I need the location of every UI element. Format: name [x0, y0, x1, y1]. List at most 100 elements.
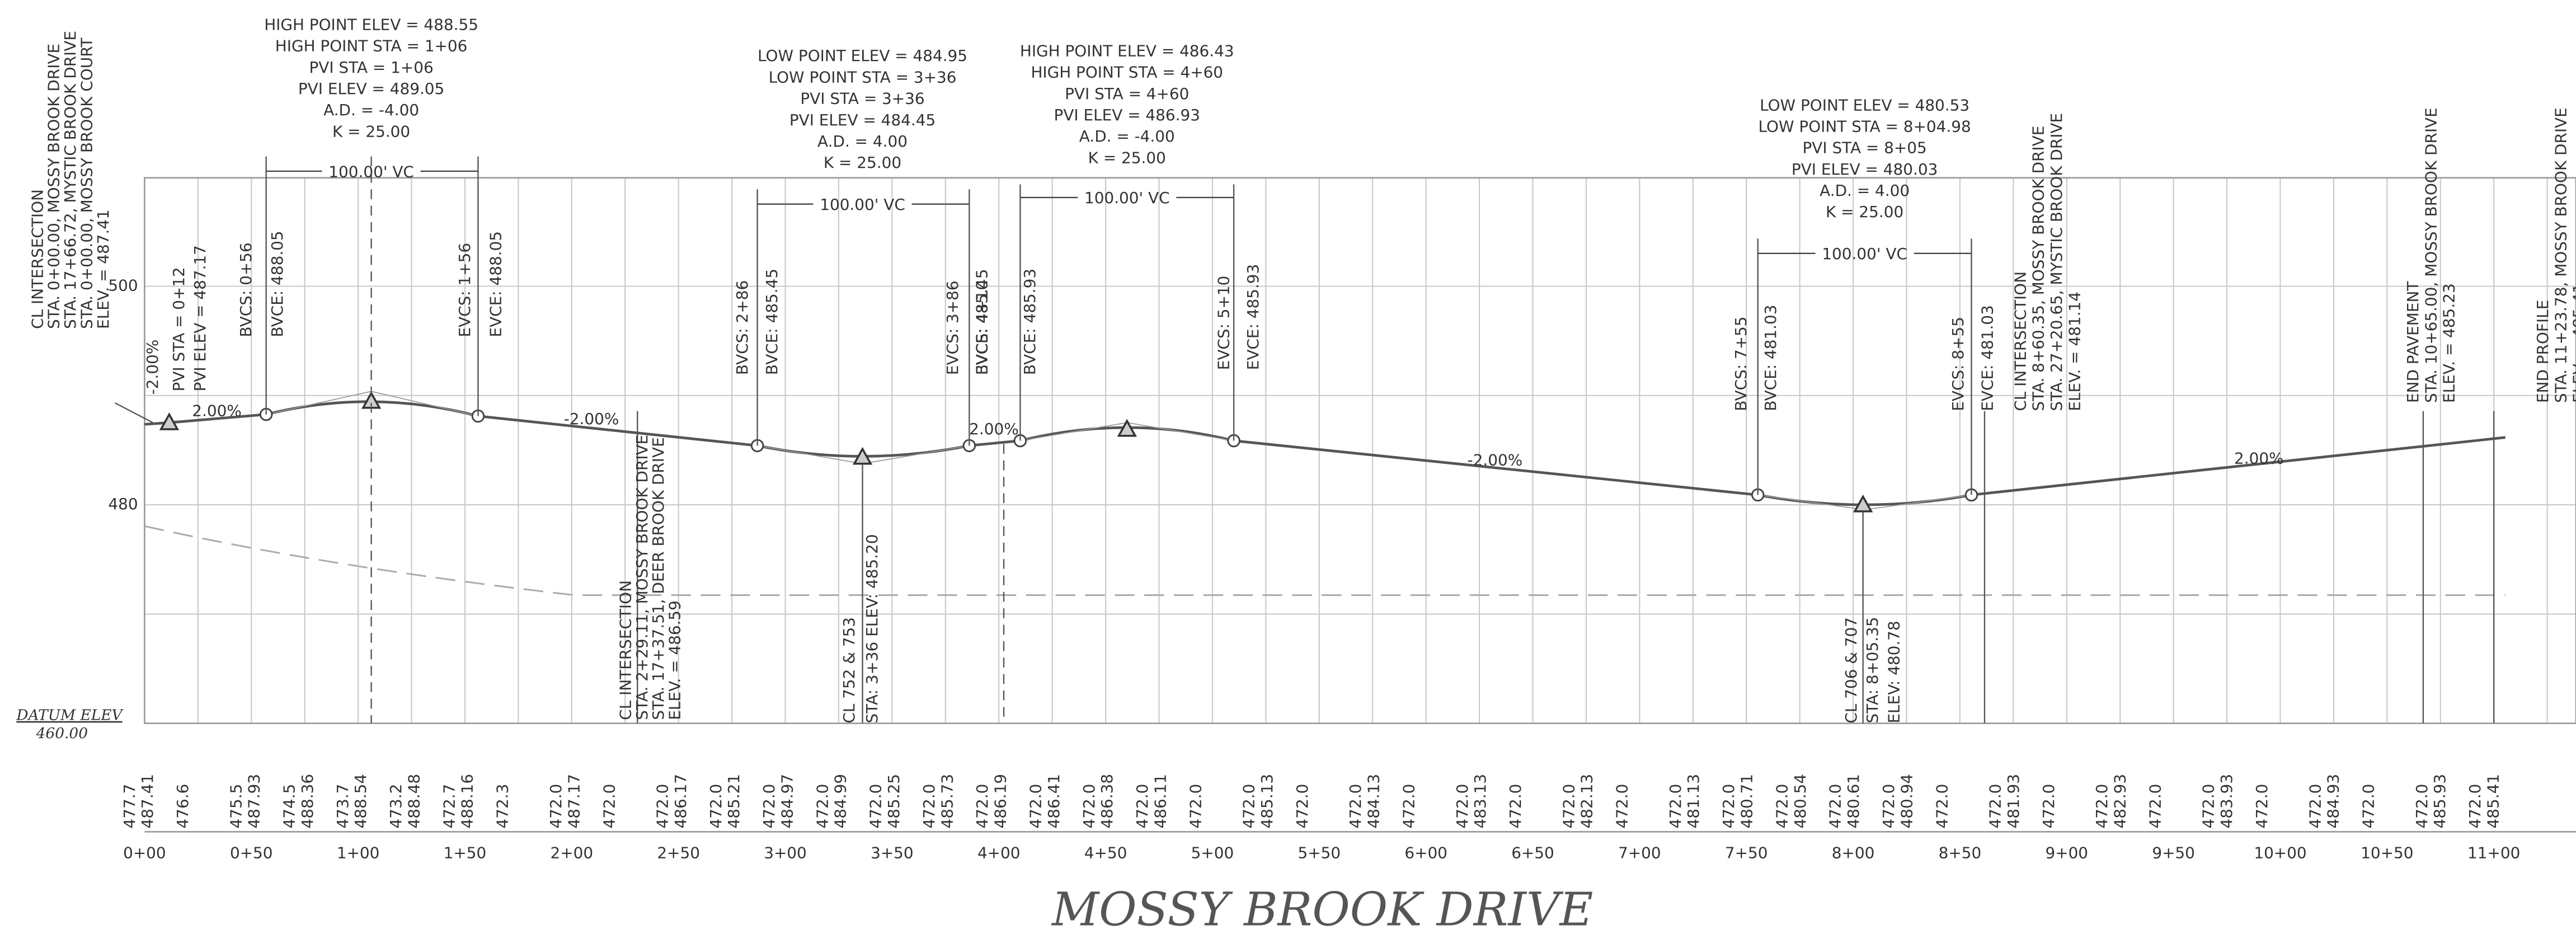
table-value: 485.93	[2431, 774, 2449, 829]
table-value: 485.73	[938, 774, 956, 829]
table-value: 484.13	[1365, 774, 1383, 829]
table-value: 485.13	[1258, 774, 1276, 829]
table-value: 483.93	[2217, 774, 2236, 829]
station-label: 8+50	[1939, 843, 1982, 862]
curve-data: PVI ELEV = 480.03	[1792, 160, 1938, 179]
curve-data: K = 25.00	[332, 122, 410, 140]
elevation-label: 500	[108, 276, 138, 295]
table-value: 472.0	[707, 784, 725, 829]
station-note: ELEV. = 486.59	[666, 600, 684, 720]
pvi-marker	[159, 412, 180, 430]
station-note: PVI ELEV = 487.17	[191, 245, 209, 391]
table-value: 488.54	[351, 774, 370, 829]
curve-data: HIGH POINT ELEV = 486.43	[1020, 41, 1234, 60]
station-note: STA. 0+00.00, MOSSY BROOK DRIVE	[45, 44, 63, 329]
station-note: BVCE: 481.03	[1761, 304, 1780, 411]
table-value: 472.0	[1293, 784, 1311, 829]
table-value: 472.0	[2466, 784, 2484, 829]
station-label: 1+50	[444, 843, 487, 862]
station-note: EVCS: 5+10	[1214, 276, 1233, 370]
station-label: 10+00	[2254, 843, 2306, 862]
station-note: CL INTERSECTION	[28, 189, 46, 329]
table-value: 472.0	[1400, 784, 1418, 829]
station-label: 3+50	[871, 843, 914, 862]
table-value: 476.6	[173, 784, 192, 829]
table-value: 488.16	[458, 774, 477, 829]
table-value: 472.0	[1879, 784, 1898, 829]
station-note: EVCS: 3+86	[943, 280, 962, 375]
station-note: PVI STA = 0+12	[170, 267, 188, 391]
table-value: 477.7	[120, 784, 139, 829]
leader-lines	[114, 156, 2495, 724]
station-note: EVCE: 485.93	[1244, 264, 1262, 370]
curve-data: HIGH POINT STA = 1+06	[275, 37, 468, 55]
station-label: 4+00	[977, 843, 1021, 862]
table-value: 472.0	[1613, 784, 1632, 829]
table-value: 485.25	[885, 774, 903, 829]
table-value: 472.0	[1133, 784, 1151, 829]
curve-length: 100.00' VC	[328, 162, 414, 181]
table-value: 472.0	[760, 784, 778, 829]
station-label: 6+50	[1511, 843, 1554, 862]
datum-value: 460.00	[36, 725, 88, 742]
table-value: 484.93	[2324, 774, 2343, 829]
table-value: 472.0	[654, 784, 672, 829]
datum-label: DATUM ELEV	[16, 707, 124, 724]
station-note: STA: 8+05.35	[1863, 617, 1882, 723]
table-value: 472.0	[1240, 784, 1258, 829]
curve-data: HIGH POINT STA = 4+60	[1031, 63, 1223, 82]
table-value: 486.19	[991, 774, 1010, 829]
curve-data: LOW POINT STA = 8+04.98	[1759, 118, 1971, 136]
leader-line	[114, 402, 153, 424]
station-label: 6+00	[1404, 843, 1447, 862]
curve-data: A.D. = -4.00	[1079, 127, 1175, 146]
curve-data: PVI STA = 4+60	[1065, 85, 1189, 103]
table-value: 472.0	[920, 784, 938, 829]
grade-label: -2.00%	[143, 340, 162, 395]
table-value: 472.0	[2093, 784, 2111, 829]
table-value: 485.41	[2484, 774, 2502, 829]
elevation-label: 480	[108, 495, 138, 513]
curve-data: PVI ELEV = 484.45	[789, 111, 936, 129]
station-label: 4+50	[1084, 843, 1127, 862]
table-value: 480.61	[1844, 774, 1863, 829]
station-note: STA. 0+00.00, MOSSY BROOK COURT	[77, 37, 96, 328]
table-value: 472.0	[1027, 784, 1045, 829]
station-label: 11+00	[2467, 843, 2520, 862]
station-note: CL 706 & 707	[1842, 617, 1860, 724]
table-value: 472.0	[1186, 784, 1205, 829]
table-value: 484.99	[831, 774, 850, 829]
table-value: 488.36	[298, 774, 317, 829]
station-note: CL INTERSECTION	[617, 580, 635, 720]
table-value: 472.0	[1559, 784, 1578, 829]
curve-data: K = 25.00	[824, 153, 901, 172]
station-note: CL 752 & 753	[840, 617, 858, 724]
existing-ground	[144, 525, 2506, 596]
station-note: STA. 27+20.65, MYSTIC BROOK DRIVE	[2047, 113, 2066, 411]
grade-label: -2.00%	[564, 410, 619, 428]
table-value: 487.17	[565, 774, 583, 829]
station-label: 2+00	[551, 843, 594, 862]
table-value: 472.0	[2359, 784, 2378, 829]
grade-label: 2.00%	[969, 420, 1019, 438]
pvi-marker	[1117, 419, 1137, 437]
grade-label: 2.00%	[192, 401, 242, 420]
station-label: 5+00	[1191, 843, 1234, 862]
station-note: BVCS: 2+86	[733, 280, 751, 375]
station-note: BVCE: 485.93	[1021, 269, 1039, 375]
table-value: 472.0	[973, 784, 991, 829]
table-value: 487.93	[245, 774, 264, 829]
table-value: 473.2	[387, 784, 405, 829]
curve-data: K = 25.00	[1826, 203, 1903, 221]
table-value: 484.97	[778, 774, 796, 829]
station-label: 0+00	[123, 843, 166, 862]
grade-label: 2.00%	[2234, 449, 2284, 468]
table-value: 482.93	[2110, 774, 2129, 829]
station-note: ELEV: 480.78	[1884, 621, 1903, 723]
curve-data: PVI ELEV = 489.05	[298, 79, 444, 98]
station-note: STA. 8+60.35, MOSSY BROOK DRIVE	[2029, 126, 2048, 411]
station-label: 10+50	[2361, 843, 2413, 862]
curve-data: LOW POINT ELEV = 484.95	[758, 46, 967, 65]
table-value: 472.0	[1933, 784, 1951, 829]
station-note: BVCS: 0+56	[237, 242, 255, 337]
